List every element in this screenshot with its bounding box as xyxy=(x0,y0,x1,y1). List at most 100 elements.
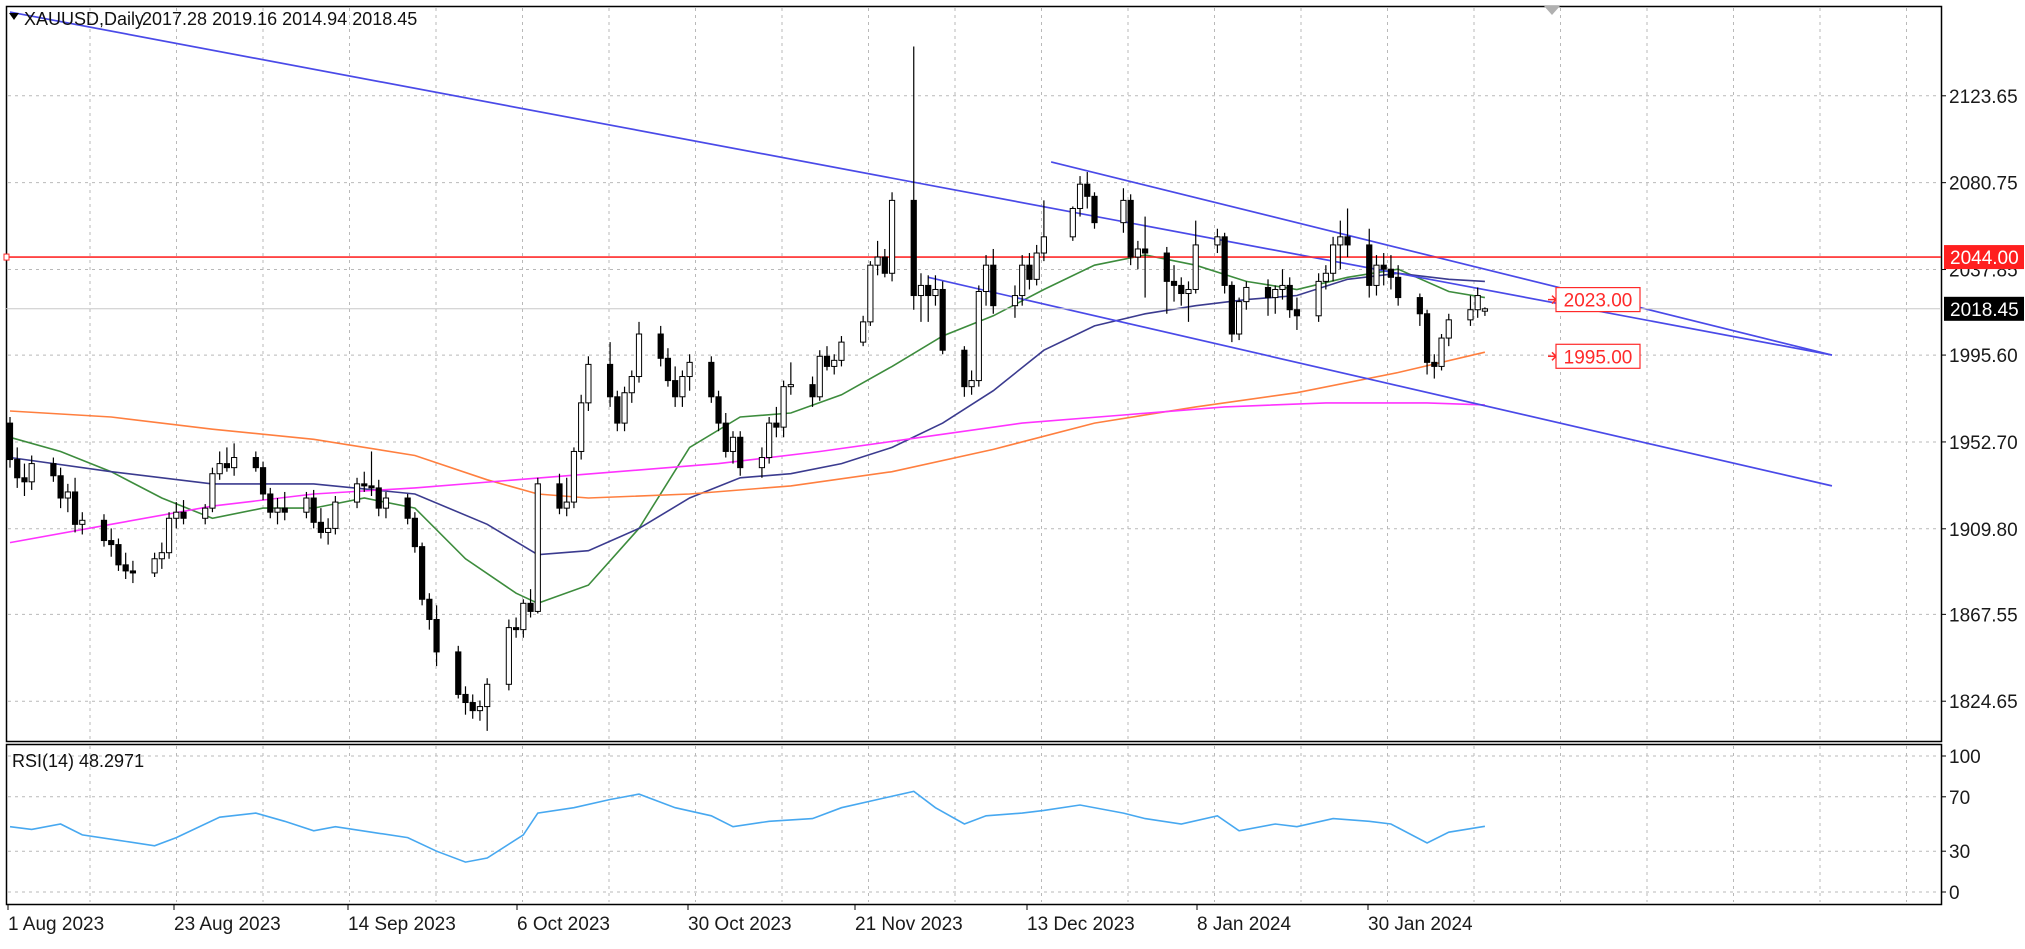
candle xyxy=(1481,307,1489,316)
candle xyxy=(129,560,137,584)
candle xyxy=(325,518,332,545)
candle xyxy=(382,491,390,519)
candles xyxy=(6,46,1489,731)
date-axis: 1 Aug 2023 23 Aug 2023 14 Sep 2023 6 Oct 20… xyxy=(7,904,1473,935)
candle xyxy=(831,354,838,375)
candle xyxy=(1329,236,1337,282)
main-chart-frame xyxy=(5,5,1943,743)
svg-text:1995.00: 1995.00 xyxy=(1564,347,1633,368)
candle xyxy=(534,477,541,614)
candle xyxy=(21,463,28,496)
price-annotations[interactable]: 2023.00 1995.00 xyxy=(1548,286,1641,369)
candle xyxy=(729,431,737,464)
candle xyxy=(1011,285,1019,318)
trendline-channel-top[interactable] xyxy=(1050,161,1833,356)
candle xyxy=(1387,255,1395,290)
svg-text:2018.45: 2018.45 xyxy=(1950,300,2019,321)
candle xyxy=(1337,220,1344,270)
price-label-2023-00[interactable]: 2023.00 xyxy=(1548,286,1641,313)
candle xyxy=(773,406,780,438)
triangle-down-icon[interactable] xyxy=(9,13,19,20)
candle xyxy=(513,617,520,638)
candle xyxy=(14,447,21,488)
candle xyxy=(151,552,158,577)
candle xyxy=(1142,216,1149,298)
candle xyxy=(664,348,672,387)
candle xyxy=(267,487,274,519)
candle xyxy=(173,502,180,529)
candle xyxy=(1019,255,1026,306)
trendlines[interactable] xyxy=(9,11,1833,487)
candle xyxy=(556,473,563,515)
candle xyxy=(180,500,187,525)
candle xyxy=(867,261,874,326)
date-tick-label: 13 Dec 2023 xyxy=(1027,914,1135,935)
candle xyxy=(679,370,686,407)
candle xyxy=(1438,334,1445,371)
candle xyxy=(216,451,223,480)
candle xyxy=(628,370,635,403)
candle xyxy=(563,477,570,517)
candle xyxy=(231,443,238,476)
candle xyxy=(874,240,881,276)
candle xyxy=(411,512,418,553)
candle xyxy=(1069,206,1076,241)
candle xyxy=(1272,285,1279,314)
candle xyxy=(657,325,664,367)
trendline-channel-bottom[interactable] xyxy=(928,276,1833,487)
price-tick-label: 1995.60 xyxy=(1949,346,2018,367)
price-tick-label: 1867.55 xyxy=(1949,605,2018,626)
candle xyxy=(259,461,267,501)
candle xyxy=(1380,253,1387,286)
candle xyxy=(310,489,317,529)
candle xyxy=(570,447,578,509)
candle xyxy=(578,394,585,460)
candle xyxy=(737,431,744,476)
symbol-title: XAUUSD,Daily xyxy=(24,9,144,29)
candle xyxy=(1192,220,1199,294)
price-label-1995-00[interactable]: 1995.00 xyxy=(1548,343,1641,369)
candle xyxy=(252,451,259,472)
candle xyxy=(100,514,108,547)
candle xyxy=(505,619,512,691)
candle xyxy=(57,467,64,509)
candle xyxy=(202,504,209,525)
date-tick-label: 23 Aug 2023 xyxy=(174,914,281,935)
candle xyxy=(209,467,216,513)
candle xyxy=(1395,265,1402,306)
date-tick-label: 21 Nov 2023 xyxy=(855,914,963,935)
candle xyxy=(686,354,693,391)
candle xyxy=(353,477,361,509)
candle xyxy=(1344,208,1351,258)
candle xyxy=(910,46,917,310)
candle xyxy=(968,370,975,395)
candle xyxy=(1423,309,1431,375)
candle xyxy=(1474,287,1481,318)
candle xyxy=(469,694,476,719)
candle xyxy=(1228,281,1235,343)
candle xyxy=(635,321,643,383)
trendline-long-term[interactable] xyxy=(9,11,1833,356)
candle xyxy=(1127,194,1134,266)
candle xyxy=(1185,281,1192,322)
candle xyxy=(50,457,57,482)
rsi-title: RSI(14) 48.2971 xyxy=(12,751,144,771)
candle xyxy=(71,477,79,533)
price-tick-label: 1952.70 xyxy=(1949,433,2018,454)
candle xyxy=(1026,253,1033,290)
candle xyxy=(939,281,946,355)
svg-text:2023.00: 2023.00 xyxy=(1564,291,1633,312)
candle xyxy=(122,552,129,580)
candle xyxy=(375,479,382,517)
candle xyxy=(823,346,831,371)
candle xyxy=(1040,200,1047,262)
candle xyxy=(1221,232,1228,294)
candle xyxy=(6,417,14,468)
candle xyxy=(715,390,722,432)
price-tick-label: 2123.65 xyxy=(1949,87,2018,108)
candle xyxy=(1279,269,1286,300)
shift-marker-icon[interactable] xyxy=(1544,6,1560,15)
candle xyxy=(1243,281,1250,310)
candle xyxy=(433,605,440,667)
